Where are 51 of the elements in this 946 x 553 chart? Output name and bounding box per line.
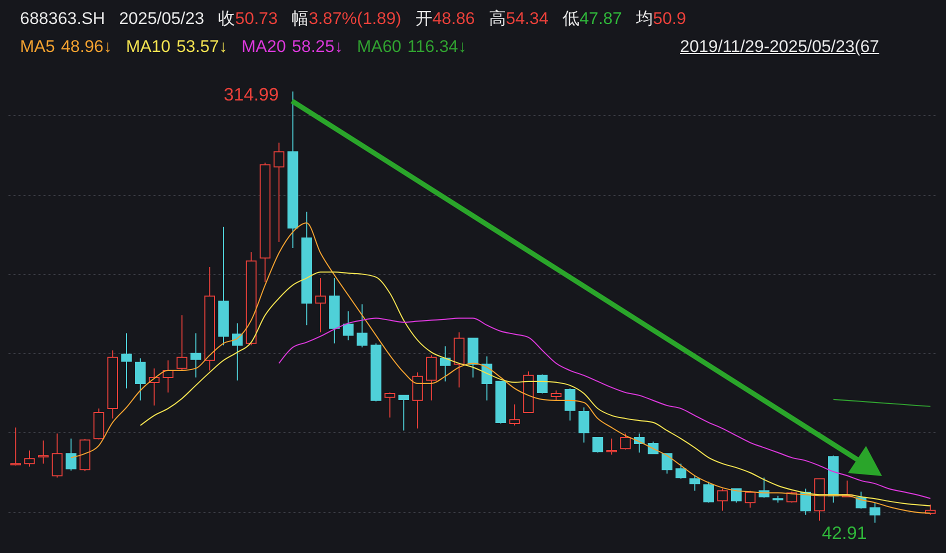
text: 2025/05/23	[119, 9, 204, 28]
text: 116.34↓	[407, 37, 467, 56]
text: MA10	[126, 37, 170, 56]
candlestick	[10, 427, 21, 466]
candlestick	[162, 360, 174, 393]
text: MA20	[241, 37, 286, 56]
candlestick	[24, 450, 35, 468]
text: 开48.86	[415, 9, 475, 28]
candlestick	[550, 390, 562, 401]
text: 幅3.87%(1.89)	[292, 9, 402, 28]
candlestick	[578, 406, 590, 444]
candlestick	[717, 488, 728, 512]
annotation: 314.99	[224, 84, 279, 105]
text: MA60	[356, 37, 402, 56]
text: 高54.34	[488, 9, 548, 28]
candlestick	[509, 404, 520, 426]
text: 收50.73	[218, 9, 278, 28]
candlestick	[426, 354, 437, 401]
candlestick	[52, 433, 63, 478]
candlestick	[121, 332, 132, 389]
candlestick	[606, 438, 617, 456]
text: MA5	[20, 37, 55, 56]
candlestick	[676, 463, 686, 480]
candlestick	[564, 388, 576, 422]
candlestick	[662, 453, 672, 474]
text: 均50.9	[636, 9, 686, 28]
candlestick	[870, 502, 880, 524]
candlestick	[620, 433, 631, 450]
candlestick	[342, 310, 354, 341]
chart-title: 688363.SH	[20, 9, 106, 28]
text: 58.25↓	[292, 37, 343, 56]
text: 低47.87	[562, 9, 622, 28]
text: 53.57↓	[176, 37, 228, 56]
candlestick	[592, 437, 604, 454]
candlestick	[398, 394, 410, 432]
candlestick	[274, 142, 284, 242]
candlestick	[384, 392, 396, 418]
candlestick	[703, 481, 714, 504]
candlestick	[356, 304, 368, 348]
candlestick	[176, 314, 188, 371]
candlestick	[232, 322, 243, 381]
candlestick	[38, 440, 49, 464]
text: 48.96↓	[60, 37, 112, 56]
candlestick	[135, 358, 146, 401]
candlestick	[689, 475, 700, 492]
candlestick	[66, 438, 76, 472]
candlestick	[536, 374, 548, 394]
candlestick	[315, 278, 326, 333]
candlestick	[190, 332, 202, 378]
text: 2019/11/29-2025/05/23(67	[680, 37, 880, 57]
annotation: 42.91	[822, 522, 867, 543]
